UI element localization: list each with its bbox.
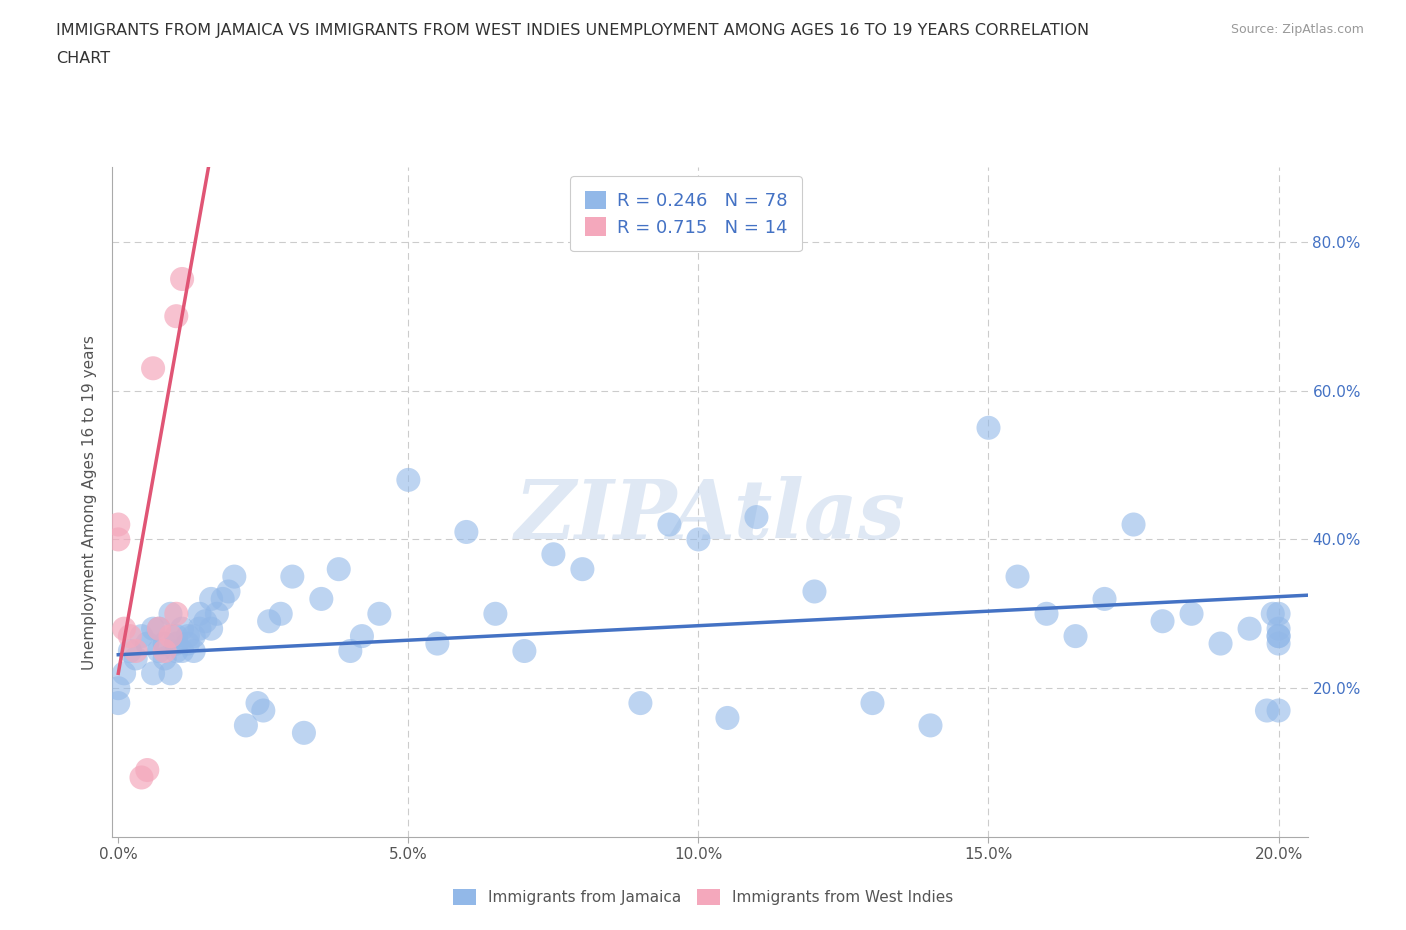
Point [211,591,233,606]
Point [658,517,681,532]
Point [977,420,1000,435]
Point [1267,621,1289,636]
Point [165,636,187,651]
Point [159,629,181,644]
Legend: R = 0.246   N = 78, R = 0.715   N = 14: R = 0.246 N = 78, R = 0.715 N = 14 [571,177,801,251]
Point [368,606,391,621]
Point [188,621,211,636]
Text: ZIPAtlas: ZIPAtlas [515,475,905,555]
Point [628,696,651,711]
Point [112,666,135,681]
Text: Source: ZipAtlas.com: Source: ZipAtlas.com [1230,23,1364,36]
Point [1035,606,1057,621]
Text: IMMIGRANTS FROM JAMAICA VS IMMIGRANTS FROM WEST INDIES UNEMPLOYMENT AMONG AGES 1: IMMIGRANTS FROM JAMAICA VS IMMIGRANTS FR… [56,23,1090,38]
Point [484,606,506,621]
Point [1267,636,1289,651]
Point [1267,703,1289,718]
Point [118,629,141,644]
Point [1209,636,1232,651]
Point [1267,606,1289,621]
Point [1094,591,1116,606]
Point [235,718,257,733]
Point [172,644,194,658]
Point [252,703,274,718]
Point [165,629,187,644]
Point [200,621,222,636]
Point [1007,569,1029,584]
Point [543,547,565,562]
Point [148,644,170,658]
Point [200,591,222,606]
Point [1122,517,1144,532]
Point [107,532,129,547]
Point [1256,703,1278,718]
Point [107,681,129,696]
Point [456,525,478,539]
Point [513,644,536,658]
Point [396,472,419,487]
Point [862,696,884,711]
Point [131,629,153,644]
Point [118,644,141,658]
Point [257,614,280,629]
Point [125,644,148,658]
Point [1267,629,1289,644]
Point [148,621,170,636]
Point [716,711,738,725]
Legend: Immigrants from Jamaica, Immigrants from West Indies: Immigrants from Jamaica, Immigrants from… [446,882,960,913]
Point [571,562,593,577]
Point [183,629,205,644]
Point [339,644,361,658]
Point [745,510,768,525]
Point [1064,629,1087,644]
Point [148,621,170,636]
Point [270,606,292,621]
Point [107,696,129,711]
Point [165,644,187,658]
Point [803,584,825,599]
Point [1261,606,1284,621]
Point [153,644,176,658]
Point [350,629,373,644]
Point [177,636,200,651]
Point [159,666,181,681]
Point [153,651,176,666]
Point [172,621,194,636]
Point [205,606,228,621]
Point [328,562,350,577]
Point [165,309,187,324]
Point [153,636,176,651]
Point [194,614,217,629]
Point [1239,621,1261,636]
Point [136,763,159,777]
Point [165,606,187,621]
Point [246,696,269,711]
Point [172,272,194,286]
Point [311,591,333,606]
Point [131,770,153,785]
Point [188,606,211,621]
Y-axis label: Unemployment Among Ages 16 to 19 years: Unemployment Among Ages 16 to 19 years [82,335,97,670]
Point [125,651,148,666]
Point [281,569,304,584]
Point [107,517,129,532]
Point [920,718,942,733]
Point [142,666,165,681]
Point [142,361,165,376]
Point [142,621,165,636]
Point [177,629,200,644]
Point [1180,606,1202,621]
Point [292,725,315,740]
Point [218,584,240,599]
Point [224,569,246,584]
Point [112,621,135,636]
Point [1267,629,1289,644]
Point [426,636,449,651]
Point [1152,614,1174,629]
Point [183,644,205,658]
Text: CHART: CHART [56,51,110,66]
Point [688,532,710,547]
Point [159,606,181,621]
Point [136,636,159,651]
